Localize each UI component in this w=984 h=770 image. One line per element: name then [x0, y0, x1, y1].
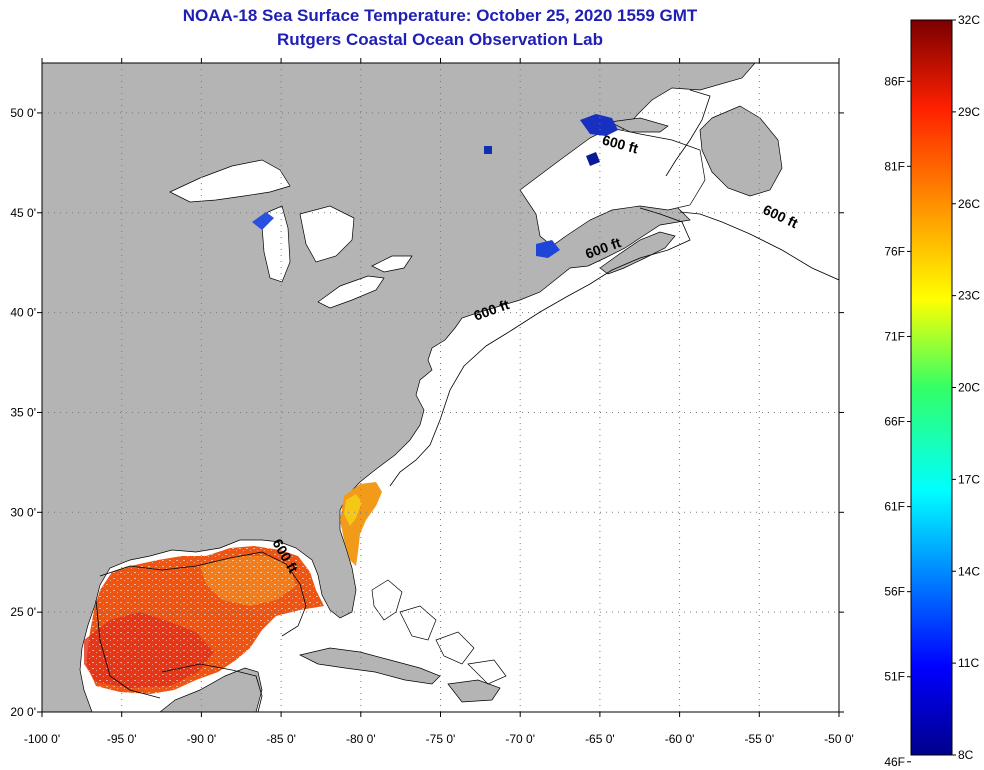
- y-tick-label: 20 0': [10, 705, 36, 719]
- colorbar-label-fahrenheit: 76F: [884, 244, 905, 258]
- y-tick-label: 30 0': [10, 505, 36, 519]
- x-tick-label: -50 0': [824, 732, 854, 746]
- temperature-colorbar: [910, 19, 953, 756]
- x-tick-label: -65 0': [585, 732, 615, 746]
- land-hispaniola: [447, 679, 501, 703]
- y-tick-label: 25 0': [10, 605, 36, 619]
- sst-cold-patches: [252, 114, 618, 258]
- y-tick-label: 50 0': [10, 106, 36, 120]
- map-title: NOAA-18 Sea Surface Temperature: October…: [182, 6, 698, 25]
- colorbar-label-celsius: 29C: [958, 105, 980, 119]
- land-cuba: [298, 647, 441, 685]
- lake-huron: [299, 205, 355, 263]
- y-tick-label: 45 0': [10, 206, 36, 220]
- x-tick-label: -60 0': [665, 732, 695, 746]
- x-tick-label: -90 0': [187, 732, 217, 746]
- colorbar-label-celsius: 14C: [958, 564, 980, 578]
- x-tick-label: -85 0': [266, 732, 296, 746]
- x-tick-label: -55 0': [744, 732, 774, 746]
- colorbar-label-celsius: 11C: [958, 656, 979, 670]
- colorbar-label-celsius: 17C: [958, 472, 980, 486]
- colorbar-label-fahrenheit: 81F: [884, 159, 905, 173]
- x-tick-label: -95 0': [107, 732, 137, 746]
- sst-atlantic-coastal-warm: [344, 494, 362, 526]
- x-tick-label: -70 0': [505, 732, 535, 746]
- graticule: [42, 63, 839, 712]
- colorbar-label-celsius: 23C: [958, 289, 980, 303]
- sst-gulf-speckle: [86, 546, 324, 694]
- colorbar-label-fahrenheit: 61F: [884, 500, 905, 514]
- land-yucatan: [159, 667, 263, 712]
- colorbar-label-celsius: 26C: [958, 197, 980, 211]
- x-tick-label: -100 0': [24, 732, 60, 746]
- latitude-axis: 20 0' 25 0' 30 0' 35 0' 40 0' 45 0' 50 0': [10, 106, 844, 719]
- land-newfoundland: [699, 105, 783, 197]
- y-tick-label: 40 0': [10, 306, 36, 320]
- colorbar-labels: 32C 29C 26C 23C 20C 17C 14C 11C 8C 86F 81F 76F 71F 66…: [884, 13, 980, 769]
- lake-ontario: [371, 255, 413, 273]
- lake-superior: [169, 159, 291, 203]
- colorbar-label-fahrenheit: 71F: [884, 329, 905, 343]
- colorbar-label-fahrenheit: 51F: [884, 670, 905, 684]
- map-subtitle: Rutgers Coastal Ocean Observation Lab: [277, 30, 603, 49]
- lake-erie: [317, 275, 385, 309]
- colorbar-label-celsius: 32C: [958, 13, 980, 27]
- land-anticosti: [608, 117, 669, 133]
- colorbar-label-celsius: 8C: [958, 748, 974, 762]
- colorbar-label-fahrenheit: 86F: [884, 74, 905, 88]
- colorbar-label-fahrenheit: 66F: [884, 415, 905, 429]
- land-nova-scotia: [599, 231, 676, 275]
- isobath-600ft-contours: [95, 89, 839, 712]
- colorbar-label-fahrenheit: 56F: [884, 585, 905, 599]
- longitude-axis: -100 0' -95 0' -90 0' -85 0' -80 0' -75 0' -70…: [24, 58, 854, 746]
- y-tick-label: 35 0': [10, 405, 36, 419]
- lake-michigan: [261, 205, 291, 283]
- colorbar-label-fahrenheit: 46F: [884, 755, 905, 769]
- x-tick-label: -75 0': [426, 732, 456, 746]
- colorbar-label-celsius: 20C: [958, 381, 980, 395]
- x-tick-label: -80 0': [346, 732, 376, 746]
